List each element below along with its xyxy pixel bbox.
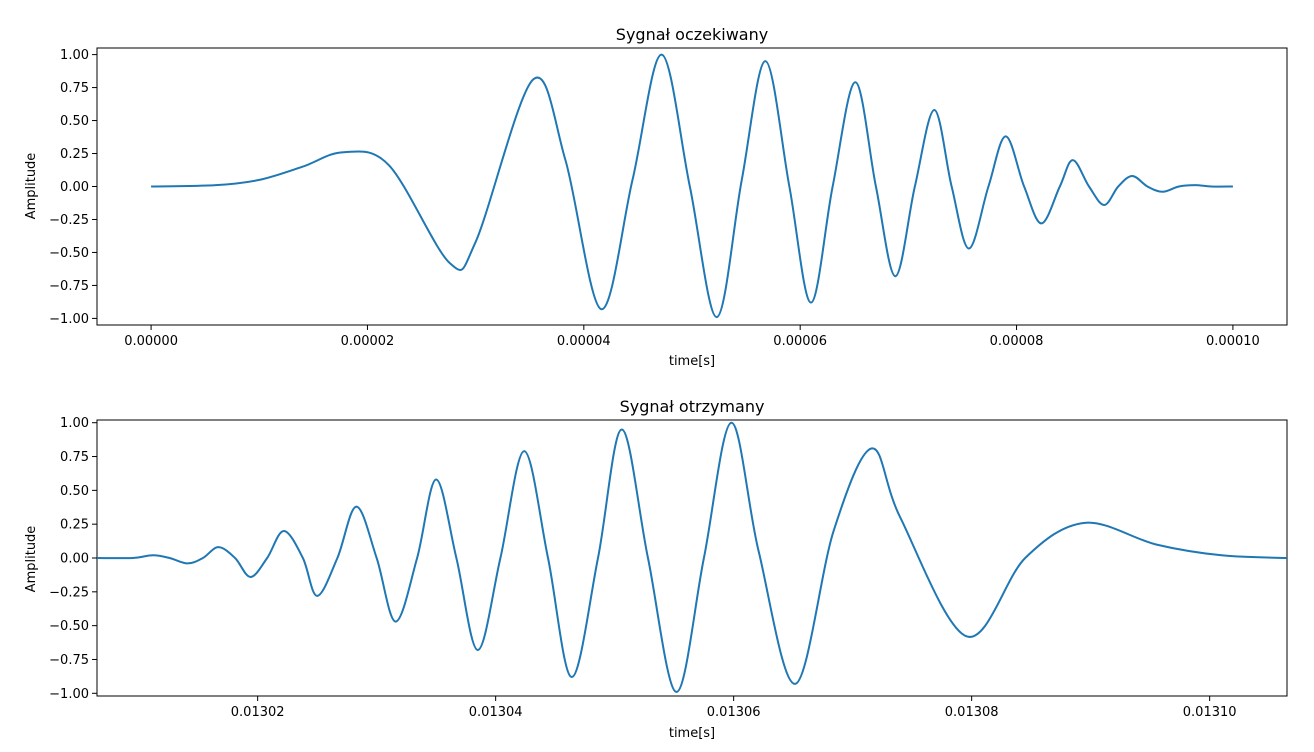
chart-title: Sygnał otrzymany	[620, 397, 765, 416]
signal-line	[96, 421, 1288, 693]
signal-line	[151, 53, 1233, 319]
y-tick-label: −0.50	[49, 246, 89, 261]
y-tick-label: −0.75	[49, 653, 89, 668]
y-tick-label: −1.00	[49, 312, 89, 327]
y-tick-label: 1.00	[60, 416, 89, 431]
x-tick-label: 0.00006	[773, 334, 827, 349]
x-axis: 0.00000 0.00002 0.00004 0.00006 0.00008 0.000…	[124, 325, 1260, 349]
x-tick-label: 0.01310	[1183, 705, 1237, 720]
x-axis: 0.01302 0.01304 0.01306 0.01308 0.01310	[231, 696, 1237, 720]
y-tick-label: 1.00	[60, 48, 89, 63]
y-axis-label: Amplitude	[24, 526, 39, 593]
y-tick-label: 0.25	[60, 518, 89, 533]
chart-title: Sygnał oczekiwany	[616, 25, 768, 44]
y-tick-label: −0.25	[49, 585, 89, 600]
y-tick-label: 0.00	[60, 180, 89, 195]
subplot-expected-signal: Sygnał oczekiwany 1.00 0.75 0.50 0.25 0.00 −0…	[24, 25, 1288, 369]
y-tick-label: 0.75	[60, 81, 89, 96]
y-axis: 1.00 0.75 0.50 0.25 0.00 −0.25 −0.50 −0.75 −1.00	[49, 416, 97, 702]
y-tick-label: 0.00	[60, 552, 89, 567]
x-tick-label: 0.00004	[557, 334, 611, 349]
x-axis-label: time[s]	[669, 726, 715, 741]
y-tick-label: −0.50	[49, 619, 89, 634]
x-tick-label: 0.00000	[124, 334, 178, 349]
y-tick-label: −0.25	[49, 213, 89, 228]
x-tick-label: 0.00002	[341, 334, 395, 349]
x-tick-label: 0.00008	[990, 334, 1044, 349]
y-tick-label: 0.50	[60, 484, 89, 499]
x-tick-label: 0.00010	[1206, 334, 1260, 349]
x-tick-label: 0.01302	[231, 705, 285, 720]
x-axis-label: time[s]	[669, 354, 715, 369]
y-tick-label: −0.75	[49, 279, 89, 294]
x-tick-label: 0.01306	[707, 705, 761, 720]
y-tick-label: 0.25	[60, 147, 89, 162]
x-tick-label: 0.01308	[945, 705, 999, 720]
y-tick-label: 0.75	[60, 450, 89, 465]
y-tick-label: −1.00	[49, 687, 89, 702]
y-axis-label: Amplitude	[24, 153, 39, 220]
y-tick-label: 0.50	[60, 114, 89, 129]
y-axis: 1.00 0.75 0.50 0.25 0.00 −0.25 −0.50 −0.75 −1.00	[49, 48, 97, 327]
subplot-received-signal: Sygnał otrzymany 1.00 0.75 0.50 0.25 0.00 −0.…	[24, 397, 1288, 741]
x-tick-label: 0.01304	[469, 705, 523, 720]
